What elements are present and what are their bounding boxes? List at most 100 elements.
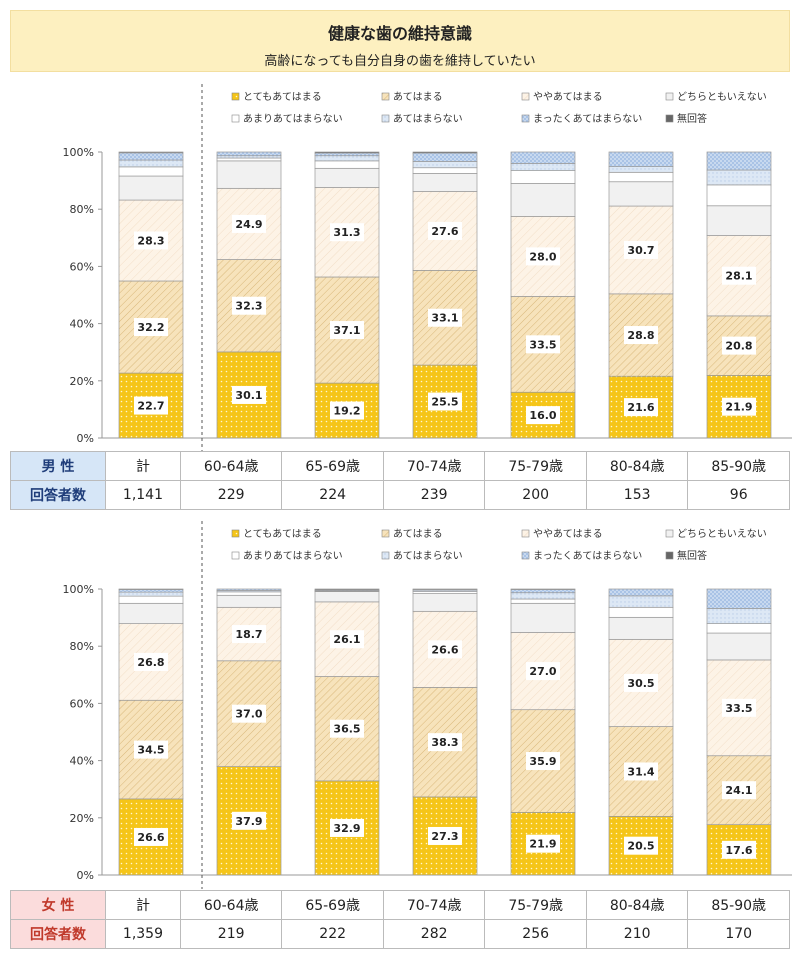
- legend-item: 無回答: [665, 112, 707, 125]
- legend-swatch: [231, 92, 240, 101]
- bar-segment: [510, 151, 576, 164]
- female-col-1: 60-64歳: [179, 890, 283, 920]
- data-label-bg: [428, 826, 462, 845]
- data-label: 36.5: [333, 723, 360, 736]
- bar-segment: [216, 151, 282, 157]
- bar-segment: [608, 293, 674, 377]
- data-label: 26.6: [431, 643, 458, 656]
- legend-swatch: [665, 114, 674, 123]
- male-count-0: 1,141: [105, 480, 181, 510]
- legend-swatch: [665, 551, 674, 560]
- legend-swatch: [381, 92, 390, 101]
- y-tick-label: 100%: [63, 583, 94, 596]
- bar-segment: [510, 163, 576, 171]
- male-count-row: 回答者数 1,141 229 224 239 200 153 96: [10, 480, 790, 510]
- bar-segment: [706, 588, 772, 609]
- legend-item: とてもあてはまる: [231, 91, 322, 103]
- legend-label: あてはまらない: [393, 113, 463, 125]
- data-label-bg: [526, 752, 560, 771]
- y-tick-label: 80%: [70, 203, 94, 216]
- bar-segment: [216, 588, 282, 591]
- bar-segment: [608, 606, 674, 618]
- data-label: 37.9: [235, 815, 262, 828]
- legend-swatch: [521, 92, 530, 101]
- legend-label: まったくあてはまらない: [533, 550, 642, 562]
- data-label: 28.3: [137, 235, 164, 248]
- data-label-bg: [526, 406, 560, 425]
- legend-label: あてはまらない: [393, 550, 463, 562]
- legend-swatch: [381, 114, 390, 123]
- data-label: 28.8: [627, 329, 654, 342]
- data-label-bg: [722, 397, 756, 416]
- bar-segment: [412, 593, 478, 612]
- bar-segment: [314, 160, 380, 169]
- bar-stack: 27.3 38.3 26.6: [412, 588, 478, 876]
- data-label-bg: [330, 630, 364, 649]
- bar-stack: 32.9 36.5 26.1: [314, 588, 380, 876]
- female-count-0: 1,359: [105, 919, 181, 949]
- male-col-2: 65-69歳: [281, 451, 384, 481]
- male-table: 男 性 計 60-64歳 65-69歳 70-74歳 75-79歳 80-84歳…: [10, 451, 790, 510]
- bar-stack: 21.9 35.9 27.0: [510, 588, 576, 876]
- bar-segment: [706, 608, 772, 624]
- data-label: 30.7: [627, 244, 654, 257]
- bar-segment: [608, 616, 674, 640]
- data-label-bg: [134, 740, 168, 759]
- male-label: 男 性: [10, 451, 106, 481]
- legend-swatch: [665, 92, 674, 101]
- male-count-2: 224: [281, 480, 384, 510]
- data-label-bg: [722, 336, 756, 355]
- data-label-bg: [428, 640, 462, 659]
- data-label-bg: [624, 836, 658, 855]
- bar-stack: 21.9 20.8 28.1: [706, 151, 772, 439]
- data-label: 20.5: [627, 840, 654, 853]
- data-label: 21.6: [627, 401, 654, 414]
- bar-stack: 17.6 24.1 33.5: [706, 588, 772, 876]
- data-label: 21.9: [725, 401, 752, 414]
- female-count-5: 210: [585, 919, 689, 949]
- data-label-bg: [232, 704, 266, 723]
- data-label: 27.0: [529, 665, 556, 678]
- bar-segment: [118, 151, 184, 154]
- legend-swatch: [231, 114, 240, 123]
- y-tick-label: 100%: [63, 146, 94, 159]
- legend-label: まったくあてはまらない: [533, 113, 642, 125]
- data-label: 31.3: [333, 226, 360, 239]
- legend-item: まったくあてはまらない: [521, 113, 642, 125]
- female-count-3: 282: [382, 919, 486, 949]
- legend-item: どちらともいえない: [665, 528, 767, 540]
- legend-swatch: [521, 551, 530, 560]
- y-tick-label: 80%: [70, 640, 94, 653]
- bar-segment: [118, 159, 184, 168]
- legend-label: どちらともいえない: [677, 91, 767, 103]
- y-tick-label: 60%: [70, 697, 94, 710]
- legend-label: あまりあてはまらない: [243, 550, 343, 562]
- legend-item: あてはまる: [381, 91, 443, 103]
- legend-swatch: [381, 551, 390, 560]
- data-label-bg: [232, 214, 266, 233]
- data-label: 33.5: [725, 702, 752, 715]
- bar-stack: 25.5 33.1 27.6: [412, 151, 478, 439]
- bar-segment: [118, 588, 184, 590]
- bar-segment: [510, 592, 576, 600]
- data-label: 30.5: [627, 677, 654, 690]
- bar-segment: [314, 151, 380, 154]
- legend-item: あてはまらない: [381, 550, 463, 562]
- data-label-bg: [428, 392, 462, 411]
- data-label-bg: [526, 335, 560, 354]
- data-label-bg: [624, 240, 658, 259]
- bar-segment: [314, 155, 380, 162]
- legend-swatch: [231, 551, 240, 560]
- data-label: 32.3: [235, 300, 262, 313]
- data-label: 17.6: [725, 844, 752, 857]
- bar-segment: [510, 589, 576, 594]
- bar-segment: [314, 152, 380, 157]
- bar-segment: [608, 588, 674, 597]
- data-label: 28.1: [725, 270, 752, 283]
- female-col-4: 75-79歳: [484, 890, 587, 920]
- bar-segment: [314, 591, 380, 603]
- bar-segment: [118, 166, 184, 177]
- data-label-bg: [428, 733, 462, 752]
- legend-item: とてもあてはまる: [231, 528, 322, 540]
- data-label-bg: [624, 326, 658, 345]
